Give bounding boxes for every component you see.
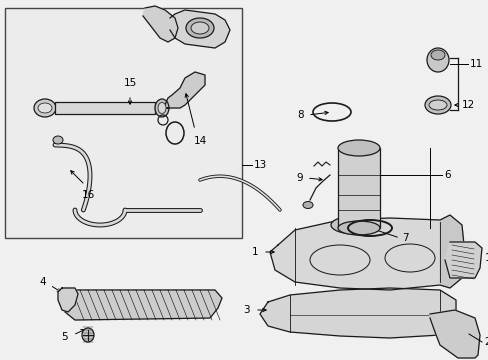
Polygon shape — [429, 310, 479, 358]
Polygon shape — [142, 6, 178, 42]
Bar — [5, 8, 242, 238]
Ellipse shape — [337, 221, 379, 235]
Text: 12: 12 — [461, 100, 474, 110]
Ellipse shape — [330, 216, 378, 234]
Text: 1: 1 — [251, 247, 258, 257]
Text: 7: 7 — [401, 233, 408, 243]
Text: 4: 4 — [40, 277, 46, 287]
Ellipse shape — [158, 103, 165, 113]
Ellipse shape — [38, 103, 52, 113]
Ellipse shape — [191, 22, 208, 34]
Ellipse shape — [337, 140, 379, 156]
Ellipse shape — [426, 48, 448, 72]
Ellipse shape — [303, 202, 312, 208]
Text: 16: 16 — [81, 190, 95, 200]
Text: 8: 8 — [297, 110, 304, 120]
Polygon shape — [269, 218, 464, 290]
Polygon shape — [62, 290, 222, 320]
Text: 3: 3 — [243, 305, 249, 315]
Ellipse shape — [34, 99, 56, 117]
Ellipse shape — [53, 136, 63, 144]
Ellipse shape — [430, 50, 444, 60]
Polygon shape — [260, 288, 455, 338]
Polygon shape — [58, 288, 78, 312]
Text: 11: 11 — [469, 59, 482, 69]
Polygon shape — [439, 215, 464, 288]
Ellipse shape — [155, 99, 169, 117]
Polygon shape — [444, 242, 481, 278]
Ellipse shape — [82, 328, 94, 342]
Polygon shape — [170, 10, 229, 48]
Ellipse shape — [424, 96, 450, 114]
Text: 15: 15 — [123, 78, 136, 88]
Text: 6: 6 — [443, 170, 450, 180]
Text: 13: 13 — [253, 160, 267, 170]
Text: 14: 14 — [193, 136, 206, 146]
Text: 2: 2 — [483, 337, 488, 347]
Text: 9: 9 — [296, 173, 303, 183]
Polygon shape — [162, 72, 204, 108]
Ellipse shape — [185, 18, 214, 38]
Bar — [55, 102, 155, 114]
Bar — [337, 148, 379, 228]
Ellipse shape — [428, 100, 446, 110]
Text: 10: 10 — [484, 253, 488, 263]
Text: 5: 5 — [61, 332, 68, 342]
